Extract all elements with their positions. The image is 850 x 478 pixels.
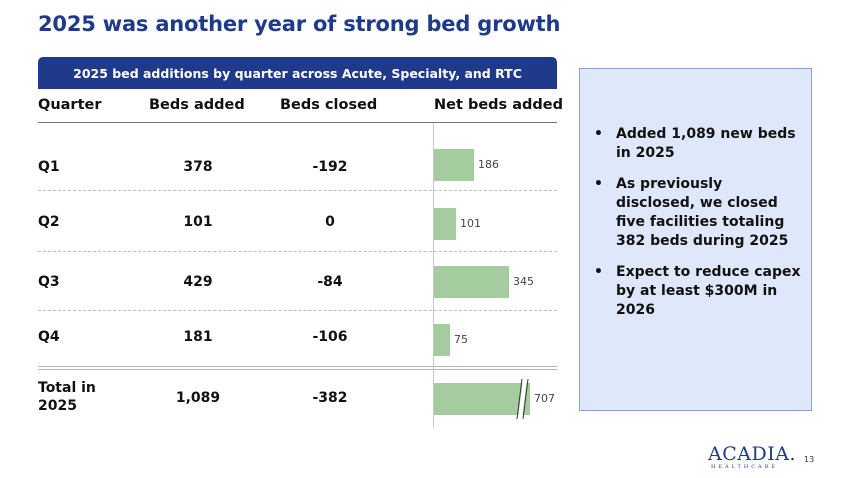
bar-q3	[434, 266, 509, 298]
bullet-icon: •	[594, 126, 603, 142]
row-q3-closed: -84	[317, 274, 343, 290]
page-title: 2025 was another year of strong bed grow…	[38, 12, 561, 36]
row-total-label-line1: Total in	[38, 380, 96, 396]
row-q1-added: 378	[183, 159, 213, 175]
bullet-icon: •	[594, 264, 603, 280]
highlights-list: • Added 1,089 new beds in 2025 • As previo…	[594, 125, 804, 332]
row-q2-closed: 0	[325, 214, 335, 230]
bar-label-total: 707	[534, 392, 555, 405]
row-q3-added: 429	[183, 274, 213, 290]
total-divider	[38, 366, 557, 370]
row-total-closed: -382	[312, 390, 348, 406]
row-q1-quarter: Q1	[38, 159, 60, 175]
company-logo: ACADIA. HEALTHCARE	[708, 443, 796, 471]
row-q2-quarter: Q2	[38, 214, 60, 230]
row-total-added: 1,089	[175, 390, 221, 406]
row-divider	[38, 310, 557, 311]
bar-label-q2: 101	[460, 217, 481, 230]
highlights-panel	[579, 68, 812, 411]
header-beds-closed: Beds closed	[280, 97, 378, 113]
row-q1-closed: -192	[312, 159, 348, 175]
row-q4-quarter: Q4	[38, 329, 60, 345]
bullet-item: • Added 1,089 new beds in 2025	[594, 126, 796, 161]
axis-break-mark	[516, 378, 529, 420]
row-divider	[38, 251, 557, 252]
bar-total	[434, 383, 530, 415]
bullet-item: • Expect to reduce capex by at least $300…	[594, 264, 801, 318]
logo-wordmark: ACADIA.	[708, 443, 796, 465]
table-banner: 2025 bed additions by quarter across Acu…	[38, 57, 557, 89]
row-total-label-line2: 2025	[38, 398, 77, 414]
chart-axis	[433, 123, 434, 428]
header-quarter: Quarter	[38, 97, 102, 113]
bar-q4	[434, 324, 450, 356]
bullet-icon: •	[594, 176, 603, 192]
bar-label-q4: 75	[454, 333, 468, 346]
row-total-quarter: Total in 2025	[38, 379, 96, 415]
bar-label-q3: 345	[513, 275, 534, 288]
bullet-item: • As previously disclosed, we closed five…	[594, 176, 789, 249]
page-number: 13	[804, 455, 815, 464]
row-q4-added: 181	[183, 329, 213, 345]
row-q4-closed: -106	[312, 329, 348, 345]
row-q3-quarter: Q3	[38, 274, 60, 290]
bar-q2	[434, 208, 456, 240]
header-rule	[38, 122, 557, 123]
header-net-beds-added: Net beds added	[434, 97, 563, 113]
bar-label-q1: 186	[478, 158, 499, 171]
header-beds-added: Beds added	[149, 97, 245, 113]
bar-q1	[434, 149, 474, 181]
row-q2-added: 101	[183, 214, 213, 230]
logo-subtitle: HEALTHCARE	[711, 464, 779, 470]
row-divider	[38, 190, 557, 191]
